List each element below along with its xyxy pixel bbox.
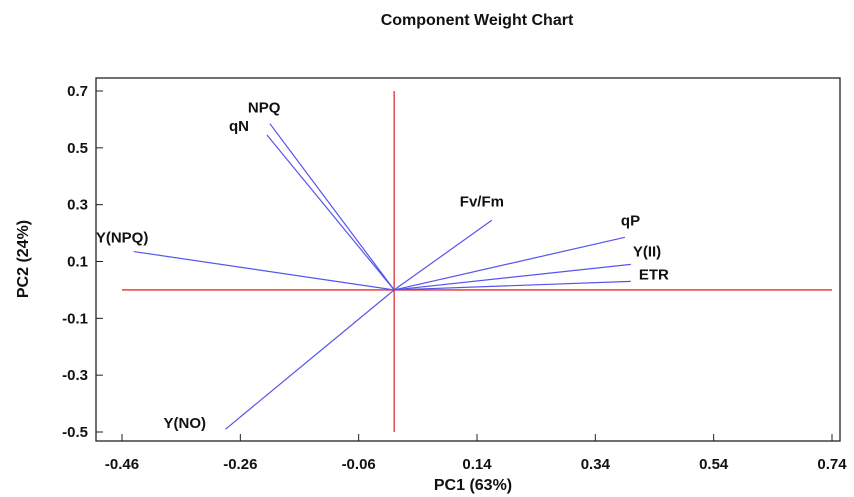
vector-npq (269, 123, 395, 291)
y-axis-ticks: 0.7 0.5 0.3 0.1 -0.1 -0.3 -0.5 (62, 83, 103, 441)
vector-label: NPQ (248, 100, 281, 117)
chart-title: Component Weight Chart (381, 12, 574, 29)
vector-label: Y(NPQ) (96, 230, 149, 247)
vector-fv-fm (393, 219, 493, 291)
x-tick-label: -0.26 (223, 456, 257, 473)
x-tick-label: 0.34 (581, 456, 611, 473)
y-tick-label: -0.5 (62, 424, 88, 441)
x-tick-label: 0.14 (462, 456, 492, 473)
x-axis-label: PC1 (63%) (434, 477, 512, 494)
y-tick-label: 0.1 (67, 254, 88, 271)
vector-etr (394, 280, 631, 291)
vector-y-no (225, 289, 395, 430)
reference-lines (122, 91, 832, 432)
vector-label: qN (229, 118, 249, 135)
vector-label: Y(II) (633, 243, 661, 260)
y-tick-label: -0.1 (62, 310, 88, 327)
vector-y-npq (133, 250, 395, 291)
y-axis-label: PC2 (24%) (15, 220, 32, 298)
x-tick-label: 0.74 (817, 456, 847, 473)
x-tick-label: 0.54 (699, 456, 729, 473)
y-tick-label: -0.3 (62, 367, 88, 384)
vector-label: Y(NO) (164, 415, 207, 432)
x-axis-ticks: -0.46 -0.26 -0.06 0.14 0.34 0.54 0.74 (105, 434, 847, 473)
y-tick-label: 0.3 (67, 197, 88, 214)
vector-qp (394, 236, 626, 291)
x-tick-label: -0.46 (105, 456, 139, 473)
vector-y-ii (394, 263, 631, 291)
plot-frame (95, 77, 841, 442)
vector-label: ETR (639, 266, 669, 283)
x-tick-label: -0.06 (342, 456, 376, 473)
loading-vectors (133, 123, 631, 430)
vector-qn (266, 134, 395, 291)
vector-label: qP (621, 212, 640, 229)
y-tick-label: 0.5 (67, 140, 88, 157)
vector-label: Fv/Fm (460, 193, 504, 210)
y-tick-label: 0.7 (67, 83, 88, 100)
